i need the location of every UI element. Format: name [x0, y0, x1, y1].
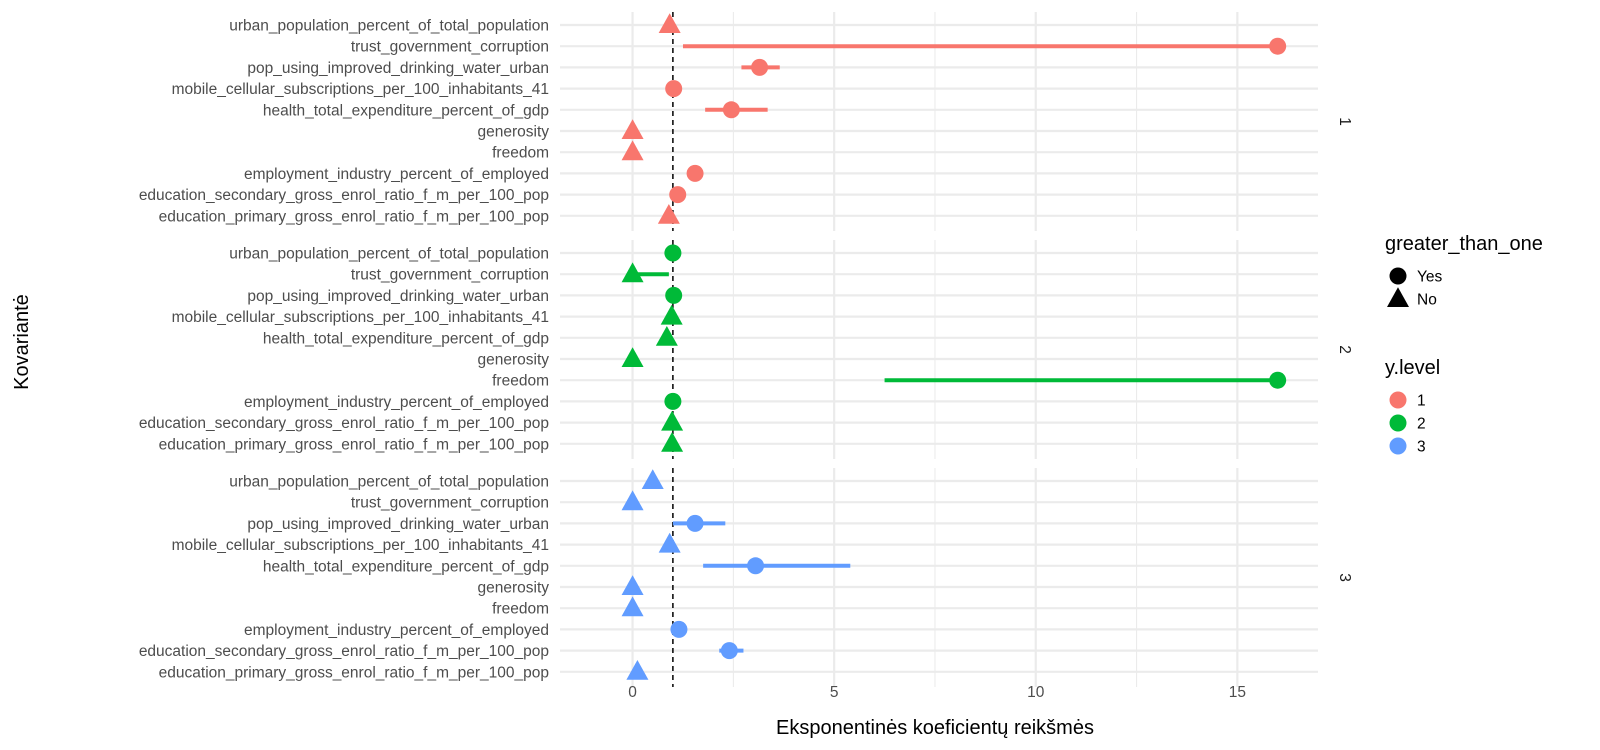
legend-color-key — [1389, 437, 1407, 455]
legend-circle-key — [1389, 267, 1407, 285]
x-axis: 0 5 10 15 — [628, 684, 1246, 701]
data-point-circle — [686, 514, 704, 532]
category-label: health_total_expenditure_percent_of_gdp — [263, 558, 549, 575]
data-point-triangle — [657, 203, 680, 224]
facet-strip-label: 2 — [1336, 345, 1353, 354]
category-label: education_primary_gross_enrol_ratio_f_m_… — [159, 436, 549, 453]
category-label: generosity — [477, 352, 549, 369]
category-label: mobile_cellular_subscriptions_per_100_in… — [172, 537, 549, 554]
category-label: urban_population_percent_of_total_popula… — [229, 18, 549, 35]
category-label: health_total_expenditure_percent_of_gdp — [263, 330, 549, 347]
data-point-triangle — [621, 575, 644, 596]
data-point-triangle — [621, 262, 644, 283]
data-point-triangle — [641, 469, 664, 490]
data-point-circle — [665, 286, 683, 304]
x-tick-label: 15 — [1229, 684, 1246, 701]
legend-color-entries: 1 2 3 — [1389, 391, 1426, 456]
data-point-circle — [664, 392, 682, 410]
facet-panels: urban_population_percent_of_total_popula… — [139, 12, 1353, 687]
category-label: pop_using_improved_drinking_water_urban — [247, 288, 549, 305]
x-tick-label: 10 — [1027, 684, 1045, 701]
legend-shape-label: Yes — [1417, 269, 1443, 286]
category-label: employment_industry_percent_of_employed — [244, 622, 549, 639]
x-axis-title: Eksponentinės koeficientų reikšmės — [776, 717, 1094, 739]
data-point-circle — [722, 101, 740, 119]
data-point-circle — [670, 620, 688, 638]
category-label: health_total_expenditure_percent_of_gdp — [263, 102, 549, 119]
category-label: generosity — [477, 124, 549, 141]
legend-triangle-key — [1387, 287, 1409, 308]
category-label: urban_population_percent_of_total_popula… — [229, 246, 549, 263]
category-label: employment_industry_percent_of_employed — [244, 394, 549, 411]
legend-color-key — [1389, 391, 1407, 409]
data-point-triangle — [661, 431, 684, 452]
y-axis-title: Kovariantė — [11, 294, 33, 390]
category-label: freedom — [492, 601, 549, 618]
facet-panel-3: urban_population_percent_of_total_popula… — [139, 468, 1353, 687]
legend: greater_than_one Yes No y.level 1 2 3 — [1385, 233, 1543, 456]
data-point-triangle — [621, 596, 644, 617]
data-point-triangle — [626, 659, 649, 680]
data-point-triangle — [655, 325, 678, 346]
data-point-triangle — [621, 119, 644, 140]
category-label: education_secondary_gross_enrol_ratio_f_… — [139, 643, 549, 660]
category-label: trust_government_corruption — [351, 267, 549, 284]
legend-color-label: 1 — [1417, 393, 1426, 410]
category-label: education_primary_gross_enrol_ratio_f_m_… — [159, 208, 549, 225]
legend-color-label: 3 — [1417, 439, 1426, 456]
data-point-triangle — [661, 410, 684, 431]
category-label: education_primary_gross_enrol_ratio_f_m_… — [159, 664, 549, 681]
category-label: trust_government_corruption — [351, 39, 549, 56]
data-point-triangle — [621, 347, 644, 368]
x-tick-label: 5 — [830, 684, 839, 701]
legend-color-key — [1389, 414, 1407, 432]
category-label: trust_government_corruption — [351, 495, 549, 512]
facet-panel-1: urban_population_percent_of_total_popula… — [139, 12, 1353, 231]
data-point-circle — [751, 58, 769, 76]
legend-shape-title: greater_than_one — [1385, 233, 1543, 255]
legend-color-title: y.level — [1385, 357, 1440, 379]
data-point-triangle — [658, 13, 681, 34]
data-point-circle — [747, 557, 765, 575]
facet-panel-2: urban_population_percent_of_total_popula… — [139, 240, 1353, 459]
legend-color-label: 2 — [1417, 416, 1426, 433]
category-label: mobile_cellular_subscriptions_per_100_in… — [172, 81, 549, 98]
data-point-circle — [1269, 37, 1287, 55]
category-label: freedom — [492, 373, 549, 390]
category-label: education_secondary_gross_enrol_ratio_f_… — [139, 415, 549, 432]
category-label: freedom — [492, 145, 549, 162]
x-tick-label: 0 — [628, 684, 637, 701]
category-label: pop_using_improved_drinking_water_urban — [247, 516, 549, 533]
category-label: education_secondary_gross_enrol_ratio_f_… — [139, 187, 549, 204]
category-label: pop_using_improved_drinking_water_urban — [247, 60, 549, 77]
legend-shape-label: No — [1417, 292, 1437, 309]
category-label: urban_population_percent_of_total_popula… — [229, 474, 549, 491]
data-point-circle — [664, 244, 682, 262]
data-point-triangle — [621, 140, 644, 161]
facet-strip-label: 3 — [1336, 573, 1353, 582]
data-point-circle — [720, 642, 738, 660]
data-point-triangle — [658, 532, 681, 553]
data-point-circle — [1269, 371, 1287, 389]
category-label: generosity — [477, 580, 549, 597]
data-point-circle — [686, 164, 704, 182]
facet-strip-label: 1 — [1336, 117, 1353, 126]
data-point-triangle — [621, 490, 644, 511]
category-label: employment_industry_percent_of_employed — [244, 166, 549, 183]
data-point-triangle — [660, 304, 683, 325]
legend-shape-entries: Yes No — [1387, 267, 1443, 309]
data-point-circle — [665, 80, 683, 98]
category-label: mobile_cellular_subscriptions_per_100_in… — [172, 309, 549, 326]
data-point-circle — [669, 186, 687, 204]
